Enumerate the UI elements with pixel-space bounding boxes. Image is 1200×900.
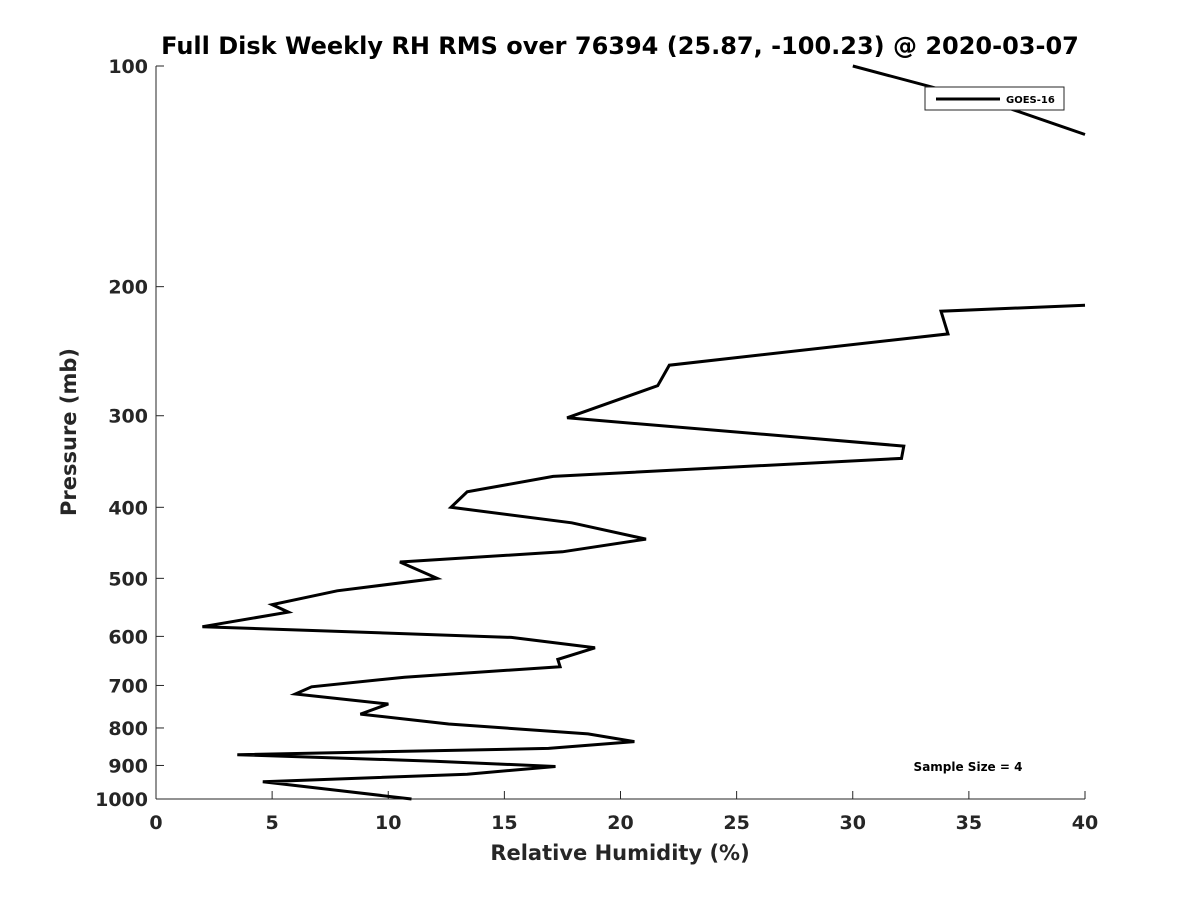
x-tick-label: 20 [607,812,633,834]
x-tick-label: 5 [266,812,279,834]
x-tick-label: 0 [149,812,162,834]
y-tick-label: 500 [108,568,148,590]
series-line-goes-16 [202,303,1086,801]
y-axis-label: Pressure (mb) [57,348,81,516]
series-layer [202,64,1086,801]
y-tick-label: 300 [108,406,148,428]
x-tick-label: 25 [723,812,749,834]
y-tick-label: 400 [108,497,148,519]
x-tick-label: 10 [375,812,401,834]
x-tick-label: 15 [491,812,517,834]
y-tick-label: 200 [108,277,148,299]
y-tick-label: 700 [108,675,148,697]
y-tick-label: 1000 [95,789,148,811]
y-tick-label: 600 [108,626,148,648]
x-tick-label: 40 [1072,812,1098,834]
legend-label-goes-16: GOES-16 [1006,95,1055,106]
sample-size-annotation: Sample Size = 4 [914,760,1023,774]
x-axis-ticks: 0 5 10 15 20 25 30 35 40 [149,791,1098,834]
plot-frame [155,66,1085,800]
legend: GOES-16 [924,86,1065,111]
y-axis-ticks: 100 200 300 400 500 600 700 800 900 1000 [95,56,164,811]
y-tick-label: 900 [108,755,148,777]
x-axis-label: Relative Humidity (%) [490,841,749,865]
y-tick-label: 800 [108,718,148,740]
chart-title: Full Disk Weekly RH RMS over 76394 (25.8… [161,32,1079,60]
x-tick-label: 30 [840,812,866,834]
x-tick-label: 35 [956,812,982,834]
y-tick-label: 100 [108,56,148,78]
